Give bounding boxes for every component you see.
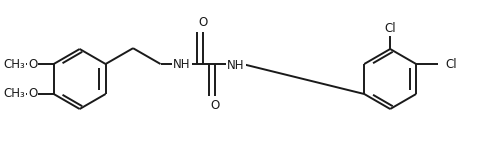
Text: CH₃: CH₃ xyxy=(3,88,24,100)
Text: O: O xyxy=(211,99,220,112)
Text: O: O xyxy=(198,16,207,29)
Text: NH: NH xyxy=(227,59,244,72)
Text: O: O xyxy=(28,58,38,70)
Text: O: O xyxy=(28,88,38,100)
Text: CH₃: CH₃ xyxy=(3,58,24,70)
Text: Cl: Cl xyxy=(445,58,457,70)
Text: Cl: Cl xyxy=(384,22,396,35)
Text: NH: NH xyxy=(173,58,190,70)
